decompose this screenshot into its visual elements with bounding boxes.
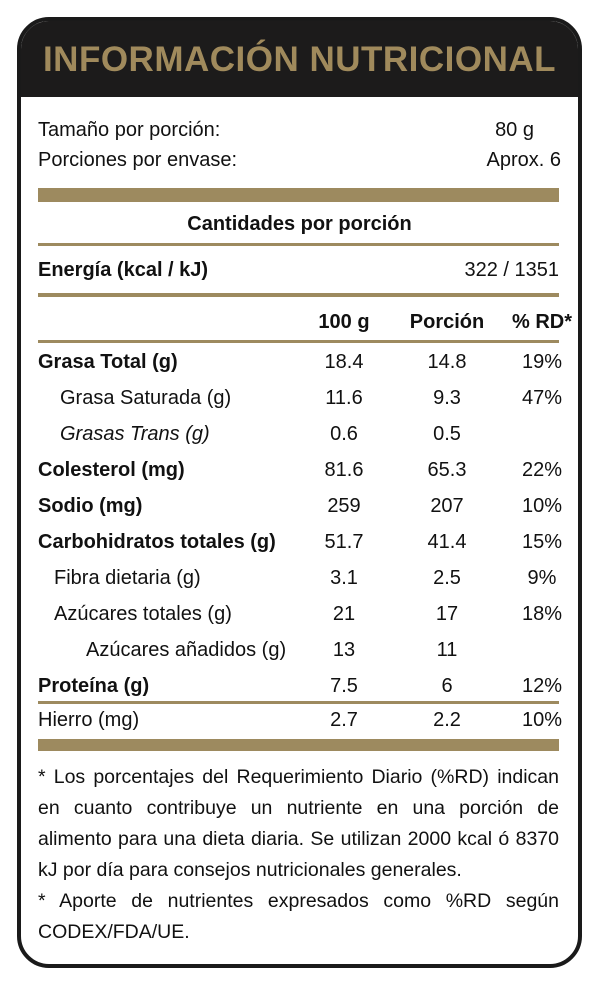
- title-banner: INFORMACIÓN NUTRICIONAL: [21, 21, 578, 97]
- servings-per-container-label: Porciones por envase:: [38, 149, 238, 171]
- value-per-portion: 65.3: [427, 459, 467, 481]
- value-rd: 9%: [527, 567, 557, 589]
- servings-per-container-value: Aprox. 6: [486, 149, 561, 171]
- serving-size-label: Tamaño por porción:: [38, 119, 221, 141]
- nutrient-name: Azúcares añadidos (g): [86, 639, 287, 661]
- divider-thick: [38, 739, 559, 751]
- divider: [38, 340, 559, 343]
- table-row: Azúcares totales (g) 21 17 18%: [38, 603, 562, 637]
- table-row: Fibra dietaria (g) 3.1 2.5 9%: [38, 567, 559, 601]
- value-per-portion: 9.3: [433, 387, 461, 409]
- energy-row: Energía (kcal / kJ) 322 / 1351: [38, 259, 559, 282]
- divider-thick: [38, 188, 559, 202]
- nutrient-name: Grasas Trans (g): [60, 423, 210, 445]
- table-row: Azúcares añadidos (g) 13 11: [38, 639, 559, 673]
- table-row: Carbohidratos totales (g) 51.7 41.4 15%: [38, 531, 562, 565]
- value-rd: 15%: [521, 531, 563, 553]
- nutrient-name: Proteína (g): [38, 675, 150, 697]
- energy-label: Energía (kcal / kJ): [38, 259, 209, 281]
- label-title: INFORMACIÓN NUTRICIONAL: [42, 40, 557, 79]
- table-row: Proteína (g) 7.5 6 12%: [38, 675, 562, 709]
- serving-size-value: 80 g: [495, 119, 534, 141]
- value-per-portion: 41.4: [427, 531, 467, 553]
- value-per-100g: 11.6: [325, 387, 363, 409]
- value-per-100g: 21: [332, 603, 356, 625]
- value-per-100g: 7.5: [330, 675, 358, 697]
- value-per-100g: 81.6: [324, 459, 364, 481]
- serving-size-row: Tamaño por porción: 80 g: [38, 119, 561, 142]
- nutrient-name: Hierro (mg): [38, 709, 140, 731]
- footnote-rd-explanation: * Los porcentajes del Requerimiento Diar…: [38, 766, 559, 881]
- value-rd: 22%: [521, 459, 563, 481]
- table-row: Grasas Trans (g) 0.6 0.5: [38, 423, 559, 457]
- column-header-100g: 100 g: [318, 311, 370, 333]
- table-row: Hierro (mg) 2.7 2.2 10%: [38, 709, 562, 743]
- value-per-100g: 0.6: [330, 423, 358, 445]
- amounts-per-serving-header: Cantidades por porción: [187, 213, 412, 235]
- value-per-100g: 51.7: [324, 531, 364, 553]
- value-per-100g: 259: [327, 495, 361, 517]
- nutrient-name: Colesterol (mg): [38, 459, 185, 481]
- nutrient-name: Azúcares totales (g): [54, 603, 232, 625]
- nutrient-name: Sodio (mg): [38, 495, 143, 517]
- column-header-portion: Porción: [409, 311, 485, 333]
- table-row: Grasa Total (g) 18.4 14.8 19%: [38, 351, 562, 385]
- value-per-100g: 2.7: [330, 709, 358, 731]
- value-rd: 10%: [521, 709, 563, 731]
- value-per-portion: 17: [435, 603, 459, 625]
- value-rd: 12%: [521, 675, 563, 697]
- value-rd: 10%: [521, 495, 563, 517]
- nutrient-name: Grasa Total (g): [38, 351, 178, 373]
- value-per-100g: 3.1: [330, 567, 358, 589]
- value-per-100g: 13: [332, 639, 356, 661]
- divider: [38, 293, 559, 297]
- value-rd: 18%: [521, 603, 563, 625]
- column-header-rd: % RD*: [511, 311, 572, 333]
- value-per-portion: 11: [436, 639, 458, 661]
- value-per-portion: 2.2: [433, 709, 461, 731]
- footnotes: * Los porcentajes del Requerimiento Diar…: [38, 762, 559, 948]
- column-header-row: 100 g Porción % RD*: [38, 311, 572, 345]
- value-per-100g: 18.4: [324, 351, 364, 373]
- value-per-portion: 14.8: [427, 351, 467, 373]
- divider: [38, 243, 559, 246]
- value-per-portion: 6: [441, 675, 453, 697]
- nutrition-label: INFORMACIÓN NUTRICIONAL Tamaño por porci…: [17, 17, 582, 968]
- table-row: Grasa Saturada (g) 11.6 9.3 47%: [38, 387, 562, 421]
- value-rd: 19%: [521, 351, 563, 373]
- nutrient-name: Carbohidratos totales (g): [38, 531, 276, 553]
- value-per-portion: 0.5: [433, 423, 461, 445]
- divider: [38, 701, 559, 704]
- servings-per-container-row: Porciones por envase: Aprox. 6: [38, 149, 561, 172]
- value-rd: 47%: [521, 387, 563, 409]
- table-row: Colesterol (mg) 81.6 65.3 22%: [38, 459, 562, 493]
- nutrient-name: Grasa Saturada (g): [60, 387, 232, 409]
- value-per-portion: 2.5: [433, 567, 461, 589]
- value-per-portion: 207: [430, 495, 464, 517]
- footnote-rd-source: * Aporte de nutrientes expresados como %…: [38, 890, 559, 943]
- table-row: Sodio (mg) 259 207 10%: [38, 495, 562, 529]
- energy-value: 322 / 1351: [464, 259, 559, 281]
- nutrient-name: Fibra dietaria (g): [54, 567, 201, 589]
